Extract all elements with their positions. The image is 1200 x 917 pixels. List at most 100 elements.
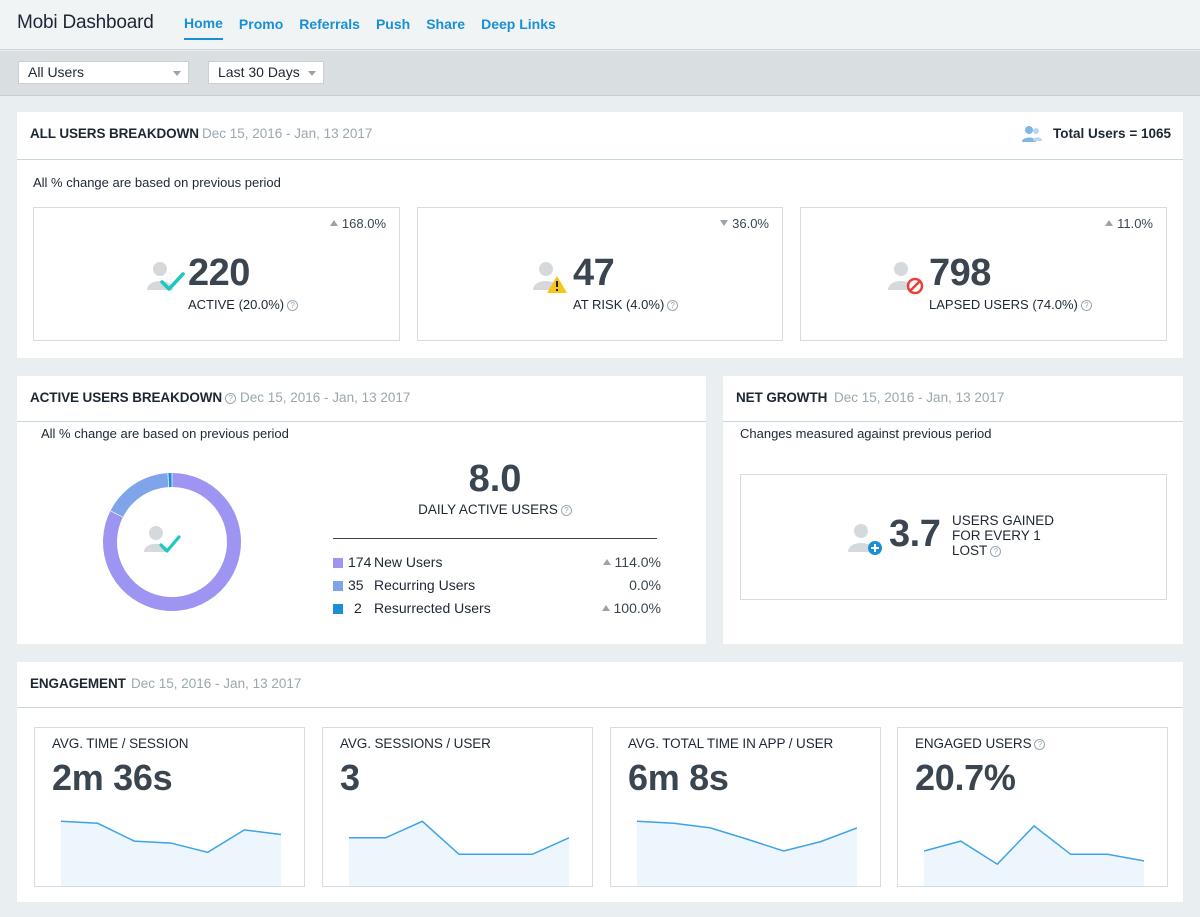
help-icon[interactable]: ?	[990, 545, 1002, 557]
help-icon[interactable]: ?	[1034, 738, 1046, 750]
help-icon[interactable]: ?	[225, 392, 237, 404]
net-growth-panel: NET GROWTH Dec 15, 2016 - Jan, 13 2017 C…	[723, 376, 1183, 644]
legend-row-recurring-users: 35 Recurring Users 0.0%	[333, 576, 663, 596]
help-icon[interactable]: ?	[667, 300, 679, 312]
legend-row-new-users: 174 New Users 114.0%	[333, 553, 663, 573]
help-icon[interactable]: ?	[560, 504, 572, 516]
users-icon	[1022, 126, 1042, 142]
help-icon[interactable]: ?	[287, 300, 299, 312]
avg-sessions-user-card[interactable]: AVG. SESSIONS / USER 3	[322, 727, 593, 887]
active-users-header: ACTIVE USERS BREAKDOWN? Dec 15, 2016 - J…	[17, 376, 706, 422]
donut-segment-new-users	[103, 473, 241, 611]
change-value: 36.0%	[720, 216, 769, 231]
avg-time-session-card[interactable]: AVG. TIME / SESSION 2m 36s	[34, 727, 305, 887]
change-value: 168.0%	[329, 216, 386, 231]
all-users-header: ALL USERS BREAKDOWN Dec 15, 2016 - Jan, …	[17, 112, 1183, 160]
sparkline-chart	[61, 820, 281, 886]
metric-label: AVG. TIME / SESSION	[52, 736, 189, 751]
dau-value: 8.0	[468, 458, 522, 500]
user-blocked-icon	[888, 262, 924, 295]
trend-up-icon	[602, 559, 611, 565]
user-warning-icon	[533, 262, 567, 293]
change-value: 114.0%	[602, 554, 661, 570]
divider	[333, 538, 657, 539]
trend-up-icon	[1105, 220, 1114, 226]
active-users-card[interactable]: 168.0% 220 ACTIVE (20.0%)?	[33, 207, 400, 341]
legend-row-resurrected-users: 2 Resurrected Users 100.0%	[333, 599, 663, 619]
sparkline-area	[924, 825, 1144, 886]
donut-segments	[103, 473, 241, 611]
date-range: Dec 15, 2016 - Jan, 13 2017	[240, 390, 411, 405]
app-title: Mobi Dashboard	[17, 12, 154, 33]
donut-user-icon-head	[149, 526, 163, 540]
lapsed-count: 798	[929, 252, 991, 294]
at-risk-count: 47	[573, 252, 615, 294]
metric-label: ENGAGED USERS?	[915, 736, 1046, 751]
total-users: Total Users = 1065	[1053, 126, 1171, 141]
sparkline-line	[61, 820, 281, 854]
legend-swatch	[333, 604, 343, 614]
trend-up-icon	[601, 605, 610, 611]
sparkline-chart	[924, 824, 1144, 886]
active-users-donut-chart	[103, 473, 241, 611]
filter-bar: All Users Last 30 Days	[0, 51, 1200, 96]
net-growth-card: 3.7 USERS GAINED FOR EVERY 1 LOST?	[740, 474, 1167, 600]
active-label: ACTIVE (20.0%)?	[188, 297, 299, 312]
sparkline-area	[349, 821, 569, 886]
nav-referrals[interactable]: Referrals	[299, 16, 360, 32]
chevron-down-icon	[308, 71, 316, 76]
sparkline-line	[637, 820, 857, 852]
donut-segment-recurring-users	[110, 473, 169, 518]
dau-label: DAILY ACTIVE USERS?	[333, 502, 657, 517]
metric-value: 20.7%	[915, 757, 1016, 798]
trend-up-icon	[329, 220, 338, 226]
nav-home[interactable]: Home	[184, 0, 223, 40]
period-select[interactable]: Last 30 Days	[208, 61, 324, 84]
metric-value: 6m 8s	[628, 757, 729, 798]
main-nav: Home Promo Referrals Push Share Deep Lin…	[184, 0, 572, 50]
nav-push[interactable]: Push	[375, 16, 411, 32]
sparkline-chart	[637, 820, 857, 886]
metric-value: 2m 36s	[52, 757, 173, 798]
at-risk-card[interactable]: 36.0% 47 AT RISK (4.0%)?	[417, 207, 783, 341]
panel-title: ACTIVE USERS BREAKDOWN?	[30, 390, 237, 405]
date-range: Dec 15, 2016 - Jan, 13 2017	[834, 390, 1005, 405]
engagement-header: ENGAGEMENT Dec 15, 2016 - Jan, 13 2017	[17, 662, 1183, 708]
period-select-value: Last 30 Days	[218, 64, 300, 80]
nav-promo[interactable]: Promo	[238, 16, 284, 32]
top-bar: Mobi Dashboard Home Promo Referrals Push…	[0, 0, 1200, 50]
help-icon[interactable]: ?	[1080, 300, 1092, 312]
nav-deep-links[interactable]: Deep Links	[481, 16, 556, 32]
user-add-icon	[848, 524, 882, 555]
lapsed-users-card[interactable]: 11.0% 798 LAPSED USERS (74.0%)?	[800, 207, 1167, 341]
metric-label: AVG. SESSIONS / USER	[340, 736, 491, 751]
segment-select[interactable]: All Users	[18, 61, 189, 84]
engaged-users-card[interactable]: ENGAGED USERS? 20.7%	[897, 727, 1168, 887]
net-growth-label: USERS GAINED FOR EVERY 1 LOST?	[952, 513, 1055, 558]
sparkline-area	[61, 821, 281, 886]
at-risk-label: AT RISK (4.0%)?	[573, 297, 679, 312]
chevron-down-icon	[173, 71, 181, 76]
change-value: 0.0%	[629, 577, 661, 593]
net-growth-value: 3.7	[889, 513, 941, 555]
sparkline-line	[349, 820, 569, 856]
sparkline-area	[637, 821, 857, 886]
active-count: 220	[188, 252, 250, 294]
date-range: Dec 15, 2016 - Jan, 13 2017	[202, 126, 373, 141]
active-users-legend: 174 New Users 114.0% 35 Recurring Users …	[333, 553, 663, 623]
panel-title: NET GROWTH	[736, 390, 828, 405]
period-note: All % change are based on previous perio…	[33, 175, 281, 190]
period-note: All % change are based on previous perio…	[41, 426, 289, 441]
metric-label: AVG. TOTAL TIME IN APP / USER	[628, 736, 834, 751]
sparkline-line	[924, 824, 1144, 866]
user-check-icon	[147, 262, 185, 291]
date-range: Dec 15, 2016 - Jan, 13 2017	[131, 676, 302, 691]
nav-share[interactable]: Share	[426, 16, 466, 32]
segment-select-value: All Users	[28, 64, 85, 80]
avg-total-time-card[interactable]: AVG. TOTAL TIME IN APP / USER 6m 8s	[610, 727, 881, 887]
change-value: 11.0%	[1105, 216, 1153, 231]
change-value: 100.0%	[601, 600, 661, 616]
lapsed-label: LAPSED USERS (74.0%)?	[929, 297, 1092, 312]
panel-title: ENGAGEMENT	[30, 676, 126, 691]
check-icon	[159, 535, 181, 553]
